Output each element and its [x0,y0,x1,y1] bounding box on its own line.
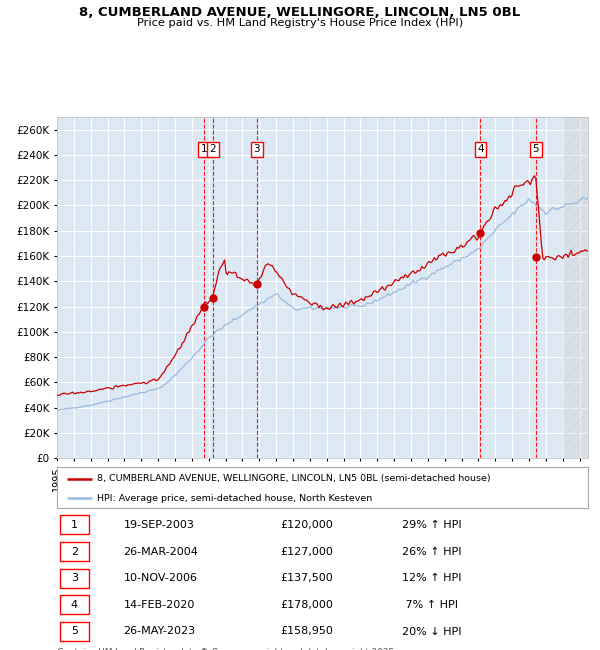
Text: 3: 3 [71,573,78,583]
Text: £127,000: £127,000 [280,547,333,556]
Text: 26-MAY-2023: 26-MAY-2023 [124,627,196,636]
FancyBboxPatch shape [59,622,89,641]
Text: 26% ↑ HPI: 26% ↑ HPI [402,547,461,556]
Text: 5: 5 [532,144,539,155]
Text: £178,000: £178,000 [280,600,333,610]
Text: Price paid vs. HM Land Registry's House Price Index (HPI): Price paid vs. HM Land Registry's House … [137,18,463,28]
Text: 2: 2 [209,144,216,155]
Text: 4: 4 [477,144,484,155]
Text: 1: 1 [71,520,78,530]
Text: 4: 4 [71,600,78,610]
Text: 12% ↑ HPI: 12% ↑ HPI [402,573,461,583]
Text: 26-MAR-2004: 26-MAR-2004 [124,547,198,556]
Text: 5: 5 [71,627,78,636]
FancyBboxPatch shape [59,595,89,614]
Text: 8, CUMBERLAND AVENUE, WELLINGORE, LINCOLN, LN5 0BL: 8, CUMBERLAND AVENUE, WELLINGORE, LINCOL… [79,6,521,20]
Text: 8, CUMBERLAND AVENUE, WELLINGORE, LINCOLN, LN5 0BL (semi-detached house): 8, CUMBERLAND AVENUE, WELLINGORE, LINCOL… [97,474,490,484]
FancyBboxPatch shape [59,542,89,561]
Bar [563,117,588,458]
Text: 19-SEP-2003: 19-SEP-2003 [124,520,194,530]
Text: 1: 1 [201,144,208,155]
Text: HPI: Average price, semi-detached house, North Kesteven: HPI: Average price, semi-detached house,… [97,493,372,502]
FancyBboxPatch shape [59,515,89,534]
Text: 3: 3 [254,144,260,155]
Text: 14-FEB-2020: 14-FEB-2020 [124,600,195,610]
Text: 7% ↑ HPI: 7% ↑ HPI [402,600,458,610]
Text: Contains HM Land Registry data © Crown copyright and database right 2025.
This d: Contains HM Land Registry data © Crown c… [57,648,397,650]
FancyBboxPatch shape [59,569,89,588]
Text: 2: 2 [71,547,78,556]
Text: £158,950: £158,950 [280,627,333,636]
Text: 29% ↑ HPI: 29% ↑ HPI [402,520,462,530]
Text: £120,000: £120,000 [280,520,333,530]
Text: £137,500: £137,500 [280,573,333,583]
Text: 20% ↓ HPI: 20% ↓ HPI [402,627,461,636]
Text: 10-NOV-2006: 10-NOV-2006 [124,573,197,583]
